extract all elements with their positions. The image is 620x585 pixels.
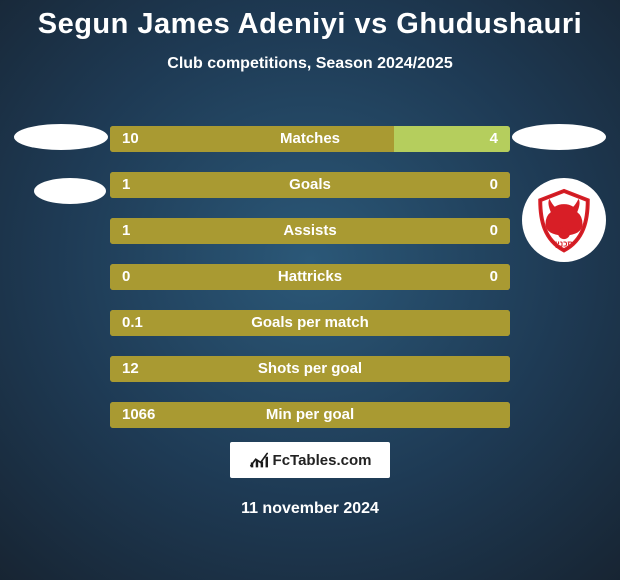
stat-bar-track <box>110 126 510 152</box>
stat-row: Goals per match0.1 <box>110 300 510 346</box>
stat-bar-left <box>110 126 394 152</box>
brand-text: FcTables.com <box>273 452 372 469</box>
stat-bar-left <box>110 310 510 336</box>
stat-bar-track <box>110 264 510 290</box>
team-logo-icon: סכנין <box>531 187 597 253</box>
stat-bar-track <box>110 402 510 428</box>
stat-bar-right <box>394 126 510 152</box>
stat-bar-track <box>110 218 510 244</box>
player-right-avatar-placeholder <box>512 124 606 150</box>
player-left-avatar-placeholder <box>14 124 108 150</box>
svg-text:סכנין: סכנין <box>555 239 573 248</box>
player-left-avatar-placeholder-2 <box>34 178 106 204</box>
generated-date: 11 november 2024 <box>0 500 620 518</box>
comparison-subtitle: Club competitions, Season 2024/2025 <box>0 55 620 73</box>
stat-bar-left <box>110 172 510 198</box>
stat-row: Shots per goal12 <box>110 346 510 392</box>
stats-chart: Matches104Goals10Assists10Hattricks00Goa… <box>110 116 510 438</box>
team-badge-right: סכנין <box>522 178 606 262</box>
stat-bar-left <box>110 402 510 428</box>
stat-bar-left <box>110 264 510 290</box>
stat-bar-track <box>110 172 510 198</box>
brand-chart-icon <box>249 451 269 469</box>
stat-row: Min per goal1066 <box>110 392 510 438</box>
stat-bar-left <box>110 218 510 244</box>
stat-bar-left <box>110 356 510 382</box>
stat-row: Matches104 <box>110 116 510 162</box>
comparison-title: Segun James Adeniyi vs Ghudushauri <box>0 0 620 41</box>
brand-badge[interactable]: FcTables.com <box>230 442 390 478</box>
stat-bar-track <box>110 356 510 382</box>
stat-row: Assists10 <box>110 208 510 254</box>
stat-row: Goals10 <box>110 162 510 208</box>
stat-row: Hattricks00 <box>110 254 510 300</box>
stat-bar-track <box>110 310 510 336</box>
